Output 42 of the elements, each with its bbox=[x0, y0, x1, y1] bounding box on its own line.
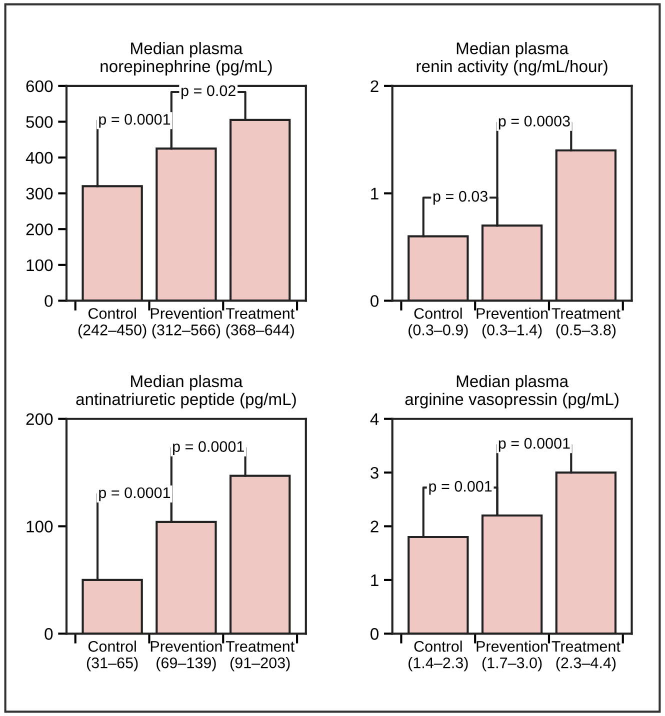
annotation: p = 0.0001 bbox=[99, 487, 170, 502]
annotation: p = 0.0001 bbox=[173, 441, 244, 455]
y-tick-label: 0 bbox=[370, 295, 379, 307]
x-tick-label: Control (1.4–2.3) bbox=[408, 640, 468, 672]
y-tick-label: 100 bbox=[26, 259, 53, 272]
y-tick-label: 0 bbox=[370, 628, 379, 640]
x-tick-label: Control (242–450) bbox=[78, 308, 146, 338]
y-tick-label: 1 bbox=[371, 574, 378, 586]
y-tick-label: 2 bbox=[370, 80, 378, 92]
annotation: p = 0.0001 bbox=[99, 114, 170, 128]
annotation: p = 0.0001 bbox=[498, 438, 570, 452]
x-tick-label: Prevention (1.7–3.0) bbox=[476, 640, 548, 672]
x-tick-label: Treatment (2.3–4.4) bbox=[552, 641, 620, 672]
y-tick-label: 0 bbox=[44, 628, 53, 640]
x-tick-label: Prevention (312–566) bbox=[150, 308, 222, 338]
annotation: p = 0.03 bbox=[433, 190, 488, 205]
annotation: p = 0.02 bbox=[182, 85, 236, 100]
y-tick-label: 100 bbox=[26, 520, 53, 532]
x-tick-label: Prevention (0.3–1.4) bbox=[476, 308, 548, 338]
y-tick-label: 200 bbox=[26, 413, 53, 426]
y-tick-label: 300 bbox=[26, 188, 53, 200]
x-tick-label: Control (0.3–0.9) bbox=[408, 308, 468, 338]
y-tick-label: 200 bbox=[26, 224, 53, 236]
annotation: p = 0.001 bbox=[429, 480, 492, 495]
y-tick-label: 400 bbox=[26, 152, 53, 164]
y-tick-label: 1 bbox=[371, 188, 378, 200]
y-tick-label: 600 bbox=[26, 80, 53, 92]
chart-title: Median plasma norepinephrine (pg/mL) bbox=[100, 42, 272, 76]
chart-title: Median plasma renin activity (ng/mL/hour) bbox=[416, 42, 608, 76]
chart-title: Median plasma antinatriuretic peptide (pg/mL) bbox=[76, 374, 296, 408]
x-tick-label: Treatment (91–203) bbox=[226, 641, 295, 672]
x-tick-label: Control (31–65) bbox=[86, 640, 138, 672]
y-tick-label: 3 bbox=[370, 466, 378, 479]
x-tick-label: Treatment (0.5–3.8) bbox=[552, 308, 620, 338]
chart-title: Median plasma arginine vasopressin (pg/mL) bbox=[405, 374, 618, 408]
y-tick-label: 0 bbox=[44, 295, 53, 307]
annotation: p = 0.0003 bbox=[498, 116, 570, 130]
y-tick-label: 500 bbox=[26, 116, 53, 128]
x-tick-label: Prevention (69–139) bbox=[150, 640, 222, 672]
y-tick-label: 4 bbox=[370, 413, 379, 425]
x-tick-label: Treatment (368–644) bbox=[226, 308, 295, 338]
y-tick-label: 2 bbox=[370, 520, 378, 532]
